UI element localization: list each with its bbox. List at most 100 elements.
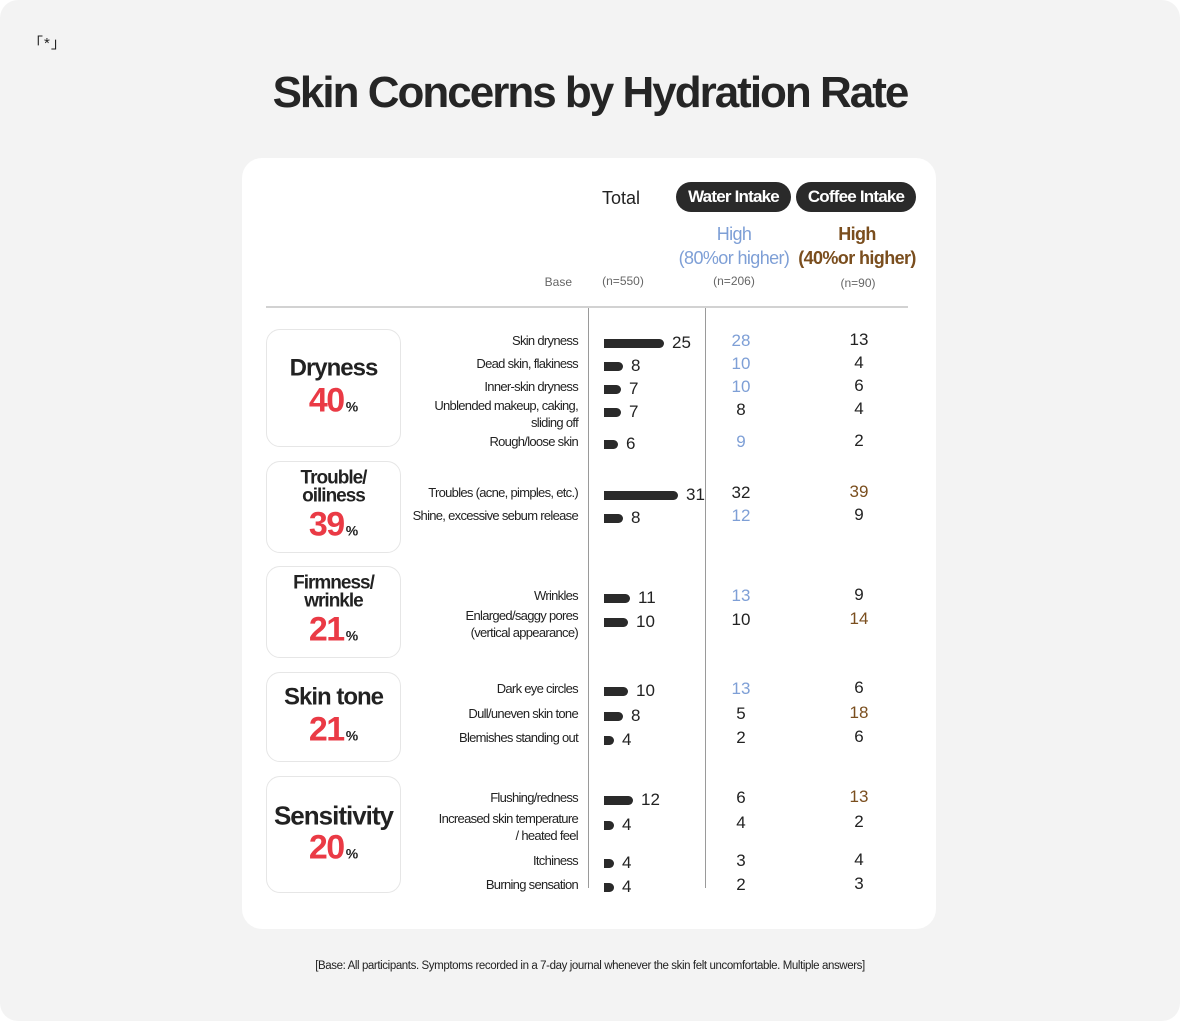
total-bar (604, 796, 633, 805)
water-intake-value: 6 (736, 788, 746, 807)
water-intake-value: 10 (731, 610, 751, 629)
total-value: 31 (686, 485, 705, 504)
item-label-line: Increased skin temperature (438, 811, 579, 826)
total-bar (604, 821, 614, 830)
coffee-subheader-high: High (838, 224, 876, 244)
item-label-line: (vertical appearance) (470, 625, 579, 640)
water-intake-pill: Water Intake (676, 182, 791, 212)
base-label: Base (544, 275, 572, 289)
total-bar (604, 618, 628, 627)
total-bar (604, 362, 623, 371)
total-value: 12 (641, 790, 660, 809)
total-value: 4 (622, 815, 632, 834)
category-box-content: Sensitivity 20% (267, 802, 400, 867)
total-bar (604, 514, 623, 523)
water-intake-value: 8 (736, 400, 746, 419)
coffee-intake-value: 18 (849, 703, 869, 722)
item-label-line: Wrinkles (533, 588, 579, 603)
item-label: Shine, excessive sebum release (412, 507, 579, 524)
percent-unit: % (345, 398, 359, 415)
coffee-intake-value: 2 (854, 812, 864, 831)
water-intake-value: 28 (731, 331, 751, 350)
category-box-content: Trouble/oiliness 39% (267, 469, 400, 545)
item-label-line: / heated feel (515, 828, 579, 843)
item-label: Inner-skin dryness (484, 378, 578, 395)
total-bar (604, 594, 630, 603)
total-column-header: Total (602, 188, 641, 208)
total-bar (604, 339, 664, 348)
item-label-line: Flushing/redness (490, 790, 579, 805)
category-box: Dryness 40% (266, 329, 401, 447)
water-intake-value: 3 (736, 851, 746, 870)
item-label-line: Blemishes standing out (458, 730, 579, 745)
category-box: Trouble/oiliness 39% (266, 461, 401, 553)
total-bar (604, 883, 614, 892)
total-value: 4 (622, 730, 632, 749)
coffee-intake-value: 3 (854, 874, 864, 893)
total-bar (604, 491, 678, 500)
water-intake-value: 32 (731, 483, 751, 502)
item-label: Dark eye circles (496, 680, 579, 697)
category-percentage-value: 21 (308, 710, 345, 749)
category-percentage: 21% (267, 711, 400, 750)
category-box: Sensitivity 20% (266, 776, 401, 893)
water-intake-value: 13 (731, 586, 751, 605)
total-value: 8 (631, 356, 641, 375)
category-name: Sensitivity (273, 800, 394, 830)
item-label-line: Dark eye circles (496, 681, 579, 696)
category-percentage-value: 40 (308, 381, 345, 420)
category-percentage: 21% (267, 611, 400, 650)
item-label-line: Dead skin, flakiness (476, 356, 578, 371)
item-label: Dull/uneven skin tone (468, 705, 578, 722)
total-value: 10 (636, 612, 655, 631)
item-label-line: Troubles (acne, pimples, etc.) (428, 485, 578, 500)
coffee-intake-value: 2 (854, 431, 864, 450)
category-percentage: 39% (267, 506, 400, 545)
coffee-intake-value: 39 (849, 482, 869, 501)
item-label: Increased skin temperature / heated feel (438, 810, 579, 844)
coffee-n: (n=90) (840, 276, 876, 290)
item-label: Blemishes standing out (458, 729, 579, 746)
total-bar (604, 687, 628, 696)
item-label-line: Enlarged/saggy pores (465, 608, 579, 623)
item-label-line: Shine, excessive sebum release (412, 508, 579, 523)
water-intake-value: 13 (731, 679, 751, 698)
category-percentage-value: 21 (308, 610, 345, 649)
item-label-line: Unblended makeup, caking, (434, 398, 578, 413)
percent-unit: % (345, 727, 359, 744)
water-n: (n=206) (713, 274, 755, 288)
item-label: Troubles (acne, pimples, etc.) (428, 484, 578, 501)
water-intake-value: 10 (731, 354, 751, 373)
coffee-intake-value: 6 (854, 727, 864, 746)
total-value: 4 (622, 877, 632, 896)
item-label: Itchiness (533, 852, 579, 869)
coffee-intake-value: 6 (854, 376, 864, 395)
coffee-intake-value: 6 (854, 678, 864, 697)
coffee-intake-value: 9 (854, 505, 864, 524)
item-label-line: Inner-skin dryness (484, 379, 578, 394)
item-label: Enlarged/saggy pores (vertical appearance… (465, 607, 579, 641)
item-label-line: Skin dryness (511, 333, 579, 348)
water-column-divider (705, 308, 706, 888)
water-intake-value: 12 (731, 506, 751, 525)
coffee-intake-value: 13 (849, 330, 869, 349)
coffee-intake-value: 4 (854, 850, 864, 869)
category-percentage-value: 39 (308, 505, 345, 544)
coffee-intake-value: 13 (849, 787, 869, 806)
category-percentage-value: 20 (308, 828, 345, 866)
total-value: 8 (631, 508, 641, 527)
category-name: Skin tone (283, 683, 384, 711)
water-subheader-high: High (716, 224, 752, 244)
chart-title: Skin Concerns by Hydration Rate (272, 68, 910, 117)
category-box: Skin tone 21% (266, 672, 401, 762)
water-intake-value: 4 (736, 813, 746, 832)
total-value: 25 (672, 333, 691, 352)
water-intake-value: 5 (736, 704, 746, 723)
total-bar (604, 385, 621, 394)
total-value: 4 (622, 853, 632, 872)
item-label: Skin dryness (511, 332, 579, 349)
coffee-intake-value: 9 (854, 585, 864, 604)
total-bar (604, 440, 618, 449)
footnote: [Base: All participants. Symptoms record… (315, 960, 865, 972)
header-divider (266, 306, 908, 308)
